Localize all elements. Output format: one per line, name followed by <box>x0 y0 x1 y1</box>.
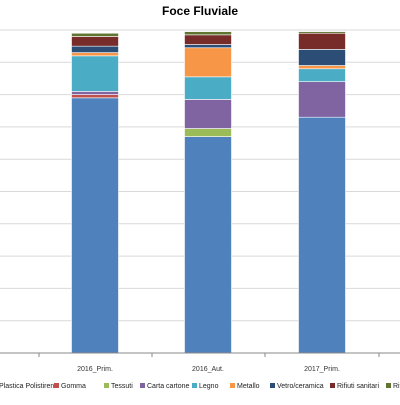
chart-title: Foce Fluviale <box>162 4 238 18</box>
x-tick-label: 2017_Prim. <box>304 366 340 373</box>
bar-segment <box>298 81 346 118</box>
legend-label: Rifiuti medici <box>393 383 400 390</box>
bar-segment <box>298 116 346 354</box>
legend-label: Tessuti <box>111 383 133 390</box>
bar-segment <box>71 32 119 37</box>
bar-segment <box>71 55 119 92</box>
bar-segment <box>71 94 119 99</box>
bar-segment <box>298 65 346 70</box>
x-tick-label: 2016_Aut. <box>192 366 224 373</box>
legend-label: Gomma <box>61 383 86 390</box>
bar-segment <box>184 99 232 129</box>
legend-swatch <box>192 383 197 388</box>
bar-segment <box>71 91 119 95</box>
bars <box>71 31 346 354</box>
legend-label: Metallo <box>237 383 260 390</box>
bar-segment <box>71 52 119 57</box>
bar-segment <box>184 31 232 36</box>
bar-segment <box>184 47 232 78</box>
legend-swatch <box>386 383 391 388</box>
legend-label: Carta cartone <box>147 383 190 390</box>
bar-segment <box>298 68 346 82</box>
legend: Plastica Polistirene Gomma Tessuti Carta ca… <box>0 383 400 390</box>
legend-swatch <box>230 383 235 388</box>
x-tick-labels: 2016_Prim. 2016_Aut. 2017_Prim. <box>77 366 340 373</box>
bar-segment <box>71 97 119 354</box>
x-tick-label: 2016_Prim. <box>77 366 113 373</box>
bar-segment <box>71 36 119 47</box>
legend-label: Plastica Polistirene <box>0 383 58 390</box>
bar-segment <box>298 31 346 34</box>
legend-label: Rifiuti sanitari <box>337 383 379 390</box>
axes <box>0 352 400 357</box>
bar-segment <box>184 128 232 137</box>
bar-segment <box>298 49 346 66</box>
legend-swatch <box>54 383 59 388</box>
bar-segment <box>184 44 232 49</box>
bar-segment <box>184 34 232 45</box>
bar-segment <box>184 76 232 100</box>
legend-swatch <box>104 383 109 388</box>
legend-label: Vetro/ceramica <box>277 383 324 390</box>
bar-segment <box>71 45 119 53</box>
legend-swatch <box>330 383 335 388</box>
legend-label: Legno <box>199 383 219 390</box>
legend-swatch <box>270 383 275 388</box>
legend-swatch <box>140 383 145 388</box>
bar-segment <box>184 136 232 354</box>
bar-segment <box>298 32 346 50</box>
